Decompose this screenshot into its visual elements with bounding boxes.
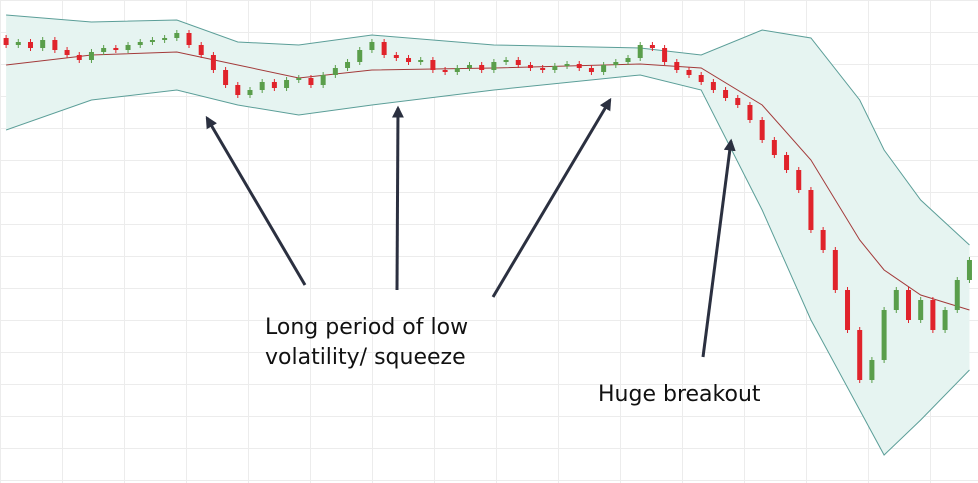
candle-body <box>662 48 668 62</box>
arrow <box>491 97 612 298</box>
annotation: Huge breakout <box>598 382 761 407</box>
candle-body <box>125 45 131 50</box>
candle-body <box>857 330 863 380</box>
candle-body <box>76 55 82 60</box>
arrow <box>701 138 736 358</box>
candle-body <box>454 68 460 72</box>
candle-body <box>442 70 448 72</box>
candle-body <box>271 82 277 88</box>
candle-body <box>503 60 509 62</box>
candle-body <box>332 68 338 75</box>
candle-body <box>149 40 155 42</box>
candle-body <box>674 62 680 70</box>
candle-body <box>27 42 33 48</box>
candle-body <box>491 62 497 70</box>
candle-body <box>308 78 314 85</box>
candle-body <box>881 310 887 360</box>
candle-body <box>210 55 216 70</box>
candle-body <box>649 45 655 48</box>
candle-body <box>723 90 729 98</box>
candle-body <box>820 230 826 250</box>
candle-body <box>832 250 838 290</box>
candle-body <box>186 33 192 45</box>
candle-body <box>40 40 46 48</box>
candle-body <box>686 70 692 75</box>
candle-body <box>954 280 960 310</box>
annotation: volatility/ squeeze <box>265 345 466 370</box>
candle-body <box>369 42 375 50</box>
candle-body <box>162 38 168 40</box>
candle-body <box>406 58 412 62</box>
candle-body <box>747 105 753 120</box>
candle-body <box>381 42 387 55</box>
candle-body <box>601 65 607 72</box>
candle-body <box>466 65 472 68</box>
candle-body <box>52 40 58 50</box>
candle-body <box>698 75 704 82</box>
candle-body <box>479 65 485 70</box>
candle-body <box>918 300 924 320</box>
candle-body <box>393 55 399 58</box>
candle-body <box>637 45 643 58</box>
candle-body <box>515 60 521 65</box>
candle-body <box>357 50 363 62</box>
candle-body <box>3 38 9 45</box>
candle-body <box>552 66 558 70</box>
candle-body <box>759 120 765 140</box>
band-middle <box>6 51 970 311</box>
candle-body <box>564 64 570 66</box>
arrow <box>391 105 404 291</box>
candle-body <box>710 82 716 90</box>
candle-body <box>735 98 741 105</box>
candle-body <box>905 290 911 320</box>
annotation: Long period of low <box>265 315 468 340</box>
candle-body <box>15 42 21 45</box>
candle-body <box>198 45 204 55</box>
candle-body <box>296 78 302 80</box>
candle-body <box>259 82 265 90</box>
candle-body <box>893 290 899 310</box>
candle-body <box>625 58 631 62</box>
candle-body <box>771 140 777 155</box>
candle-body <box>247 90 253 95</box>
candle-body <box>174 33 180 38</box>
candle-body <box>930 300 936 330</box>
candle-body <box>418 60 424 62</box>
arrow <box>205 115 307 286</box>
band-fill <box>6 15 970 455</box>
candle-body <box>235 85 241 95</box>
candle-body <box>942 310 948 330</box>
candle-body <box>808 190 814 230</box>
candle-body <box>527 65 533 68</box>
candle-body <box>101 48 107 52</box>
candle-body <box>223 70 229 85</box>
candle-body <box>320 75 326 85</box>
candle-body <box>64 50 70 55</box>
plot <box>3 14 972 456</box>
candle-body <box>796 170 802 190</box>
candle-body <box>430 60 436 70</box>
candle-body <box>784 155 790 170</box>
candle-body <box>845 290 851 330</box>
band-lower <box>5 74 970 456</box>
candle-body <box>588 68 594 72</box>
candle-body <box>966 260 972 280</box>
candle-body <box>869 360 875 380</box>
candle-body <box>345 62 351 68</box>
candle-body <box>284 80 290 88</box>
candle-body <box>137 42 143 45</box>
candle-body <box>88 52 94 60</box>
candle-body <box>540 68 546 70</box>
candle-body <box>613 62 619 65</box>
candle-body <box>113 48 119 50</box>
candle-body <box>576 64 582 68</box>
